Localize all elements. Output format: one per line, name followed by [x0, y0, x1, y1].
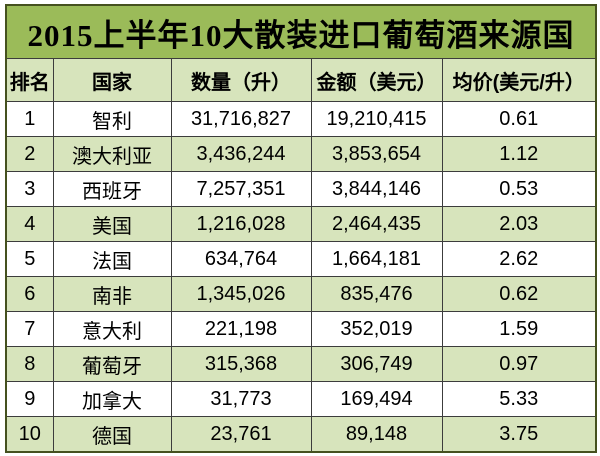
cell-country: 西班牙	[52, 171, 172, 207]
cell-country: 葡萄牙	[52, 346, 172, 382]
table-row: 7 意大利 221,198 352,019 1.59	[5, 311, 597, 347]
cell-amount: 2,464,435	[310, 206, 443, 242]
cell-quantity: 221,198	[170, 311, 312, 347]
cell-country: 智利	[52, 101, 172, 137]
cell-avg-price: 3.75	[441, 416, 597, 453]
cell-avg-price: 0.53	[441, 171, 597, 207]
cell-country: 意大利	[52, 311, 172, 347]
cell-amount: 835,476	[310, 276, 443, 312]
table-row: 6 南非 1,345,026 835,476 0.62	[5, 276, 597, 312]
cell-avg-price: 1.59	[441, 311, 597, 347]
cell-quantity: 3,436,244	[170, 136, 312, 172]
cell-rank: 6	[5, 276, 54, 312]
title-row: 2015上半年10大散装进口葡萄酒来源国	[5, 4, 597, 59]
column-header-quantity: 数量（升）	[170, 58, 312, 102]
header-row: 排名 国家 数量（升） 金额（美元） 均价(美元/升）	[5, 58, 597, 102]
cell-amount: 3,844,146	[310, 171, 443, 207]
cell-amount: 19,210,415	[310, 101, 443, 137]
cell-quantity: 31,716,827	[170, 101, 312, 137]
cell-amount: 352,019	[310, 311, 443, 347]
cell-amount: 89,148	[310, 416, 443, 453]
cell-quantity: 634,764	[170, 241, 312, 277]
cell-rank: 5	[5, 241, 54, 277]
cell-country: 德国	[52, 416, 172, 453]
cell-rank: 3	[5, 171, 54, 207]
cell-quantity: 31,773	[170, 381, 312, 417]
table-row: 10 德国 23,761 89,148 3.75	[5, 416, 597, 453]
table-row: 8 葡萄牙 315,368 306,749 0.97	[5, 346, 597, 382]
cell-quantity: 1,345,026	[170, 276, 312, 312]
column-header-avg-price: 均价(美元/升）	[441, 58, 597, 102]
cell-rank: 2	[5, 136, 54, 172]
cell-quantity: 1,216,028	[170, 206, 312, 242]
table-row: 9 加拿大 31,773 169,494 5.33	[5, 381, 597, 417]
cell-amount: 306,749	[310, 346, 443, 382]
cell-avg-price: 2.62	[441, 241, 597, 277]
cell-country: 澳大利亚	[52, 136, 172, 172]
cell-country: 南非	[52, 276, 172, 312]
cell-quantity: 23,761	[170, 416, 312, 453]
cell-avg-price: 5.33	[441, 381, 597, 417]
table-row: 4 美国 1,216,028 2,464,435 2.03	[5, 206, 597, 242]
cell-rank: 9	[5, 381, 54, 417]
cell-avg-price: 2.03	[441, 206, 597, 242]
column-header-amount: 金额（美元）	[310, 58, 443, 102]
cell-country: 加拿大	[52, 381, 172, 417]
column-header-rank: 排名	[5, 58, 54, 102]
table-row: 2 澳大利亚 3,436,244 3,853,654 1.12	[5, 136, 597, 172]
cell-avg-price: 0.61	[441, 101, 597, 137]
cell-avg-price: 0.62	[441, 276, 597, 312]
table-body: 1 智利 31,716,827 19,210,415 0.61 2 澳大利亚 3,436,24…	[5, 101, 597, 453]
table-row: 3 西班牙 7,257,351 3,844,146 0.53	[5, 171, 597, 207]
cell-rank: 1	[5, 101, 54, 137]
cell-amount: 3,853,654	[310, 136, 443, 172]
table-row: 5 法国 634,764 1,664,181 2.62	[5, 241, 597, 277]
column-header-country: 国家	[52, 58, 172, 102]
cell-rank: 10	[5, 416, 54, 453]
cell-rank: 4	[5, 206, 54, 242]
table-title: 2015上半年10大散装进口葡萄酒来源国	[5, 4, 597, 59]
cell-quantity: 7,257,351	[170, 171, 312, 207]
cell-rank: 8	[5, 346, 54, 382]
cell-country: 美国	[52, 206, 172, 242]
wine-import-table: 2015上半年10大散装进口葡萄酒来源国 排名 国家 数量（升） 金额（美元） …	[5, 4, 598, 453]
cell-quantity: 315,368	[170, 346, 312, 382]
cell-country: 法国	[52, 241, 172, 277]
cell-avg-price: 1.12	[441, 136, 597, 172]
cell-avg-price: 0.97	[441, 346, 597, 382]
cell-rank: 7	[5, 311, 54, 347]
cell-amount: 1,664,181	[310, 241, 443, 277]
table-row: 1 智利 31,716,827 19,210,415 0.61	[5, 101, 597, 137]
cell-amount: 169,494	[310, 381, 443, 417]
